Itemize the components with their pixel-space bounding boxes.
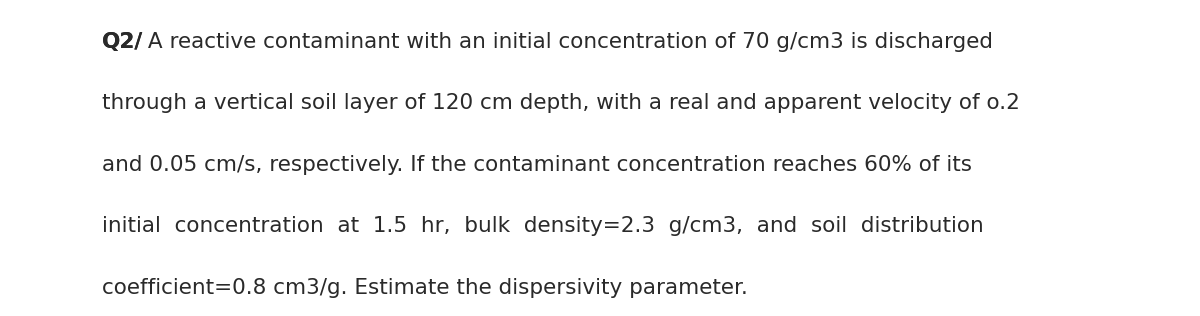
Text: Q2/: Q2/ — [102, 32, 143, 52]
Text: and 0.05 cm/s, respectively. If the contaminant concentration reaches 60% of its: and 0.05 cm/s, respectively. If the cont… — [102, 155, 972, 175]
Text: through a vertical soil layer of 120 cm depth, with a real and apparent velocity: through a vertical soil layer of 120 cm … — [102, 93, 1020, 113]
Text: Q2/ A reactive contaminant with an initial concentration of 70 g/cm3 is discharg: Q2/ A reactive contaminant with an initi… — [102, 32, 992, 52]
Text: initial  concentration  at  1.5  hr,  bulk  density=2.3  g/cm3,  and  soil  dist: initial concentration at 1.5 hr, bulk de… — [102, 216, 984, 236]
Text: Q2/: Q2/ — [102, 32, 143, 52]
Text: A reactive contaminant with an initial concentration of 70 g/cm3 is discharged: A reactive contaminant with an initial c… — [140, 32, 992, 52]
Text: coefficient=0.8 cm3/g. Estimate the dispersivity parameter.: coefficient=0.8 cm3/g. Estimate the disp… — [102, 278, 748, 298]
